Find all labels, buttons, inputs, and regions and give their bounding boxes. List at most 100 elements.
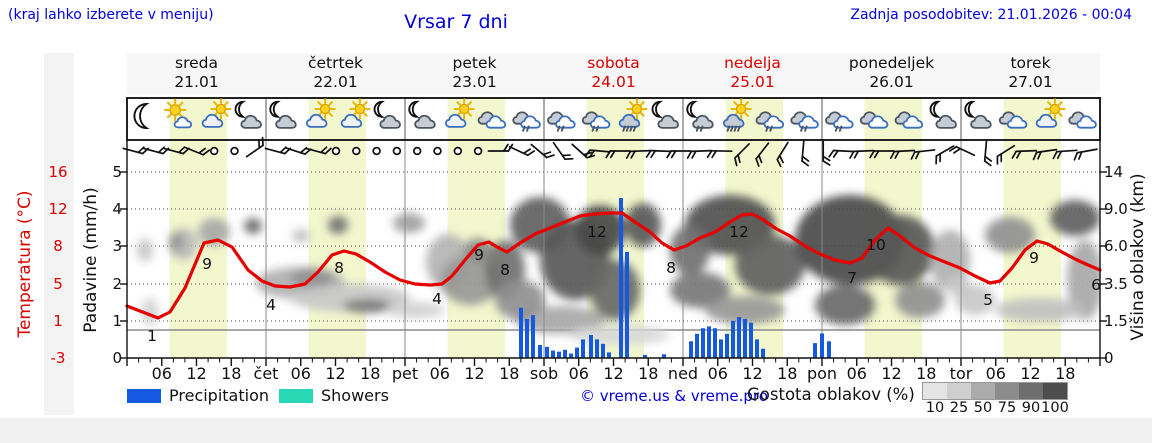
cloud-blob [575, 205, 625, 255]
hour-label: 18 [499, 364, 520, 383]
showers-legend-label: Showers [321, 386, 389, 405]
day-name: sobota [587, 54, 640, 72]
cloud-density-scale [922, 382, 1068, 400]
calm-wind-icon [331, 146, 341, 156]
precipitation-bar [725, 333, 729, 358]
day-header-torek: torek 27.01 [961, 54, 1100, 92]
cloud-blob [385, 302, 445, 318]
cloud-blob [328, 216, 348, 234]
precipitation-swatch [127, 389, 161, 403]
temp-tick--3: -3 [50, 349, 66, 367]
showers-swatch [279, 389, 313, 403]
cloud-blob [393, 213, 425, 233]
weather-icon-moon-cloud-rain [686, 100, 714, 132]
hour-label: 18 [221, 364, 242, 383]
day-date: 21.01 [174, 73, 219, 91]
cloud-blob [343, 299, 393, 313]
wind-barb-icon [1032, 148, 1058, 161]
hour-label: 06 [985, 364, 1006, 383]
cloud-blob [735, 235, 805, 295]
cloud-blob [495, 280, 545, 320]
cloud-blob [930, 230, 970, 290]
copyright-link[interactable]: © vreme.us & vreme.pro [580, 387, 768, 405]
menu-hint: (kraj lahko izberete v meniju) [8, 7, 214, 23]
temp-tick-8: 8 [53, 237, 63, 255]
cloud-blob [198, 218, 230, 246]
hour-label: 06 [429, 364, 450, 383]
cloud-height-tick-1.5: 1.5 [1104, 312, 1128, 330]
weather-icon-clouds-rain [755, 111, 785, 132]
weather-icon-clouds-rain [547, 111, 576, 132]
precipitation-bar [701, 328, 705, 358]
wind-barb-icon [822, 140, 831, 166]
day-name: ponedeljek [848, 54, 935, 72]
hour-label: 06 [290, 364, 311, 383]
temp-extreme-label: 8 [500, 261, 510, 279]
density-step-90 [1019, 383, 1043, 399]
wind-barb-icon [801, 140, 810, 167]
precipitation-bar [601, 343, 605, 358]
wind-barb-icon [889, 149, 916, 160]
temp-extreme-label: 1 [147, 327, 157, 345]
footer-strip [0, 418, 1152, 443]
cloud-blob [137, 238, 153, 262]
precipitation-bar [581, 339, 585, 358]
temp-extreme-label: 8 [334, 259, 344, 277]
hour-label: 12 [881, 364, 902, 383]
day-date: 23.01 [452, 73, 497, 91]
temp-extreme-label: 8 [666, 259, 676, 277]
temp-tick-5: 5 [53, 275, 63, 293]
daylight-band [447, 98, 506, 358]
day-header-sobota: sobota 24.01 [544, 54, 683, 92]
wind-barb-icon [1052, 149, 1078, 160]
density-step-100 [1043, 383, 1067, 399]
temp-tick-16: 16 [48, 163, 68, 181]
weather-icon-sun-cloud-rain [618, 98, 648, 132]
wind-barb-icon [584, 149, 611, 158]
wind-barb-icon [910, 149, 936, 160]
weather-icon-moon-cloud [269, 100, 297, 129]
wind-barb-icon [706, 149, 733, 159]
hour-label: 06 [707, 364, 728, 383]
weather-icon-sun-cloud [163, 98, 193, 129]
precipitation-bar [689, 341, 693, 358]
temp-extreme-label: 5 [983, 291, 993, 309]
precipitation-bar [827, 341, 831, 358]
day-header-strip [127, 53, 1100, 94]
hour-label: 12 [603, 364, 624, 383]
temp-extreme-label: 6 [1091, 276, 1101, 294]
precip-tick-4: 4 [112, 200, 122, 218]
day-header-petek: petek 23.01 [405, 54, 544, 92]
weather-icon-cloud-sun [201, 98, 232, 128]
cloud-blob [625, 203, 661, 247]
hour-label: 06 [568, 364, 589, 383]
day-name: nedelja [724, 54, 781, 72]
day-abbr-ned: ned [667, 364, 699, 383]
precip-tick-1: 1 [112, 312, 122, 330]
cloud-blob [292, 229, 310, 243]
last-update: Zadnja posodobitev: 21.01.2026 - 00:04 [850, 7, 1132, 23]
day-abbr-pon: pon [806, 364, 838, 383]
day-header-nedelja: nedelja 25.01 [683, 54, 822, 92]
weather-icon-moon-cloud [651, 100, 679, 129]
calm-wind-icon [412, 146, 422, 156]
hour-label: 18 [360, 364, 381, 383]
calm-wind-icon [392, 146, 402, 156]
cloud-height-axis-title: Višina oblakov (km) [1128, 173, 1148, 341]
precipitation-bar [719, 339, 723, 358]
hour-label: 18 [916, 364, 937, 383]
hour-label: 12 [325, 364, 346, 383]
wind-barb-icon [869, 150, 895, 159]
wind-barb-icon [666, 150, 692, 159]
day-header-ponedeljek: ponedeljek 26.01 [822, 54, 961, 92]
temp-tick-1: 1 [53, 312, 63, 330]
density-step-label: 75 [997, 400, 1017, 416]
hour-label: 06 [151, 364, 172, 383]
precipitation-bar [743, 318, 747, 358]
day-name: petek [452, 54, 497, 72]
wind-barb-icon [1073, 148, 1098, 161]
wind-barb-row [122, 136, 1098, 168]
icon-box-border [126, 97, 1101, 141]
density-step-label: 50 [973, 400, 993, 416]
